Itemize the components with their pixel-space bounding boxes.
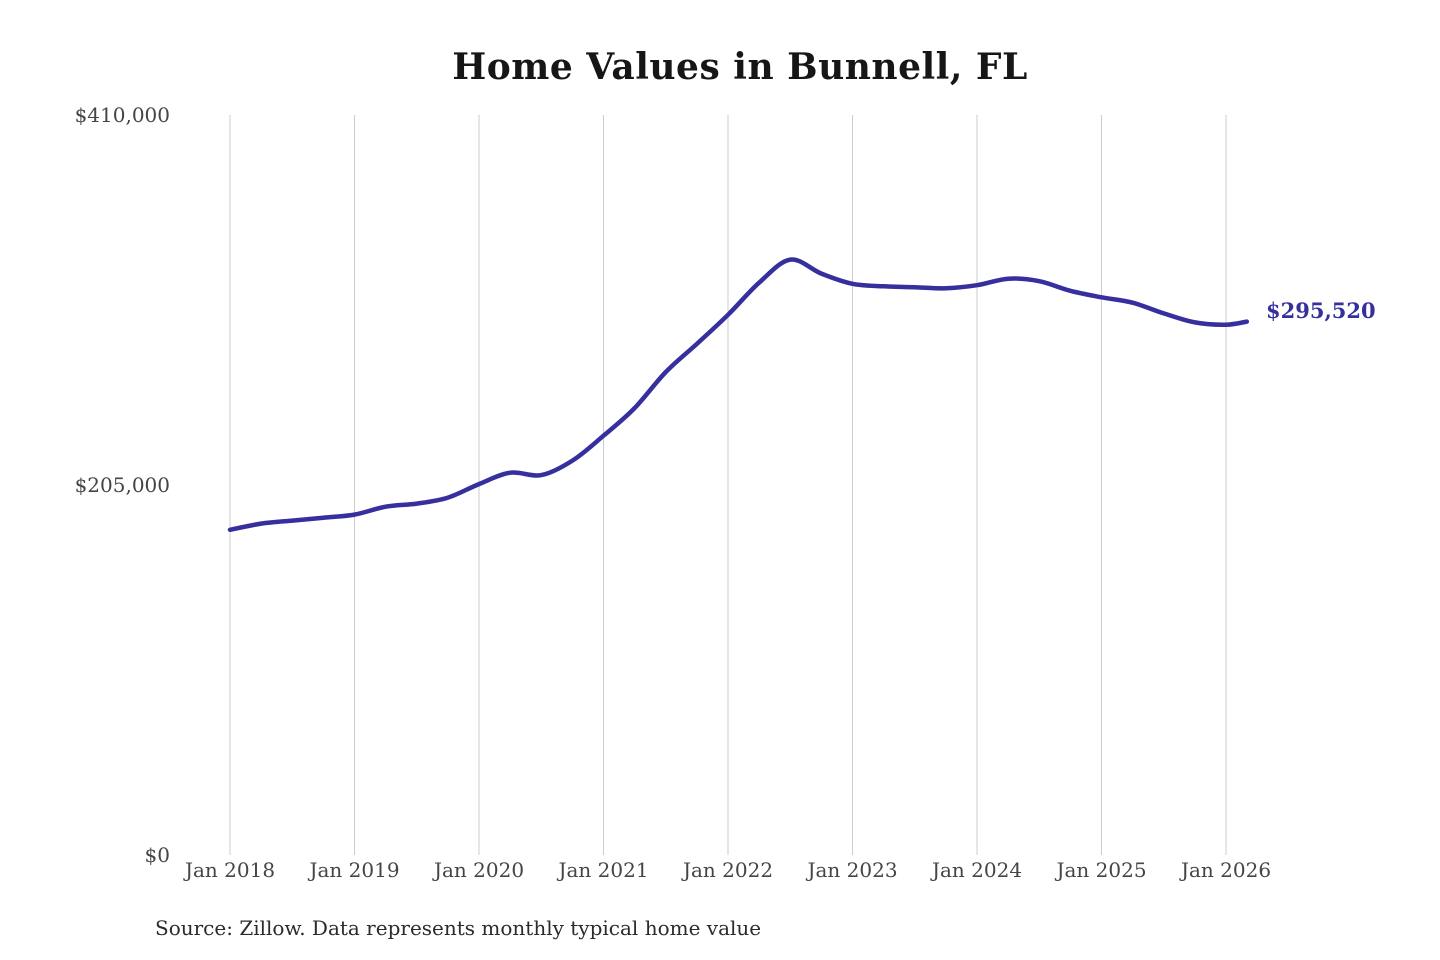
current-value-label: $295,520	[1266, 298, 1376, 323]
x-tick-label: Jan 2025	[1056, 858, 1147, 882]
x-tick-label: Jan 2022	[682, 858, 774, 882]
x-tick-label: Jan 2020	[433, 858, 525, 882]
chart-title: Home Values in Bunnell, FL	[452, 46, 1028, 88]
x-tick-label: Jan 2021	[558, 858, 649, 882]
x-tick-label: Jan 2026	[1180, 858, 1272, 882]
y-tick-label: $0	[144, 843, 170, 867]
source-note: Source: Zillow. Data represents monthly …	[155, 916, 762, 940]
y-tick-label: $205,000	[74, 473, 170, 497]
home-value-line	[227, 257, 1250, 533]
y-tick-label: $410,000	[74, 103, 170, 127]
x-tick-label: Jan 2018	[184, 858, 276, 882]
x-tick-label: Jan 2024	[931, 858, 1023, 882]
x-tick-label: Jan 2019	[309, 858, 400, 882]
x-tick-label: Jan 2023	[807, 858, 898, 882]
